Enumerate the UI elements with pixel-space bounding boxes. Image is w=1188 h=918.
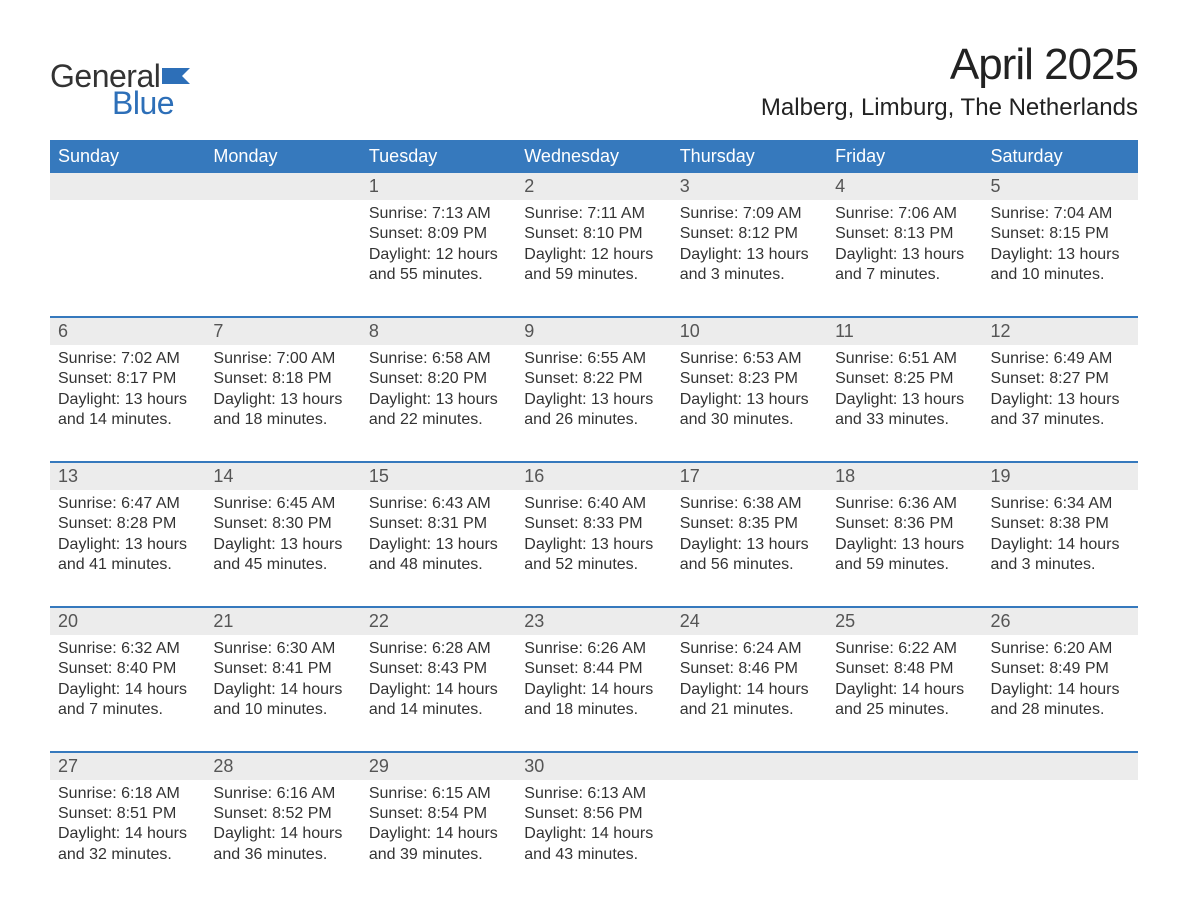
brand-logo: General Blue (50, 58, 196, 122)
day-cell: Sunrise: 6:30 AM Sunset: 8:41 PM Dayligh… (205, 635, 360, 727)
day-cell: Sunrise: 6:49 AM Sunset: 8:27 PM Dayligh… (983, 345, 1138, 437)
day-number-row: 20212223242526 (50, 608, 1138, 635)
day-number (205, 173, 360, 200)
day-number-row: 6789101112 (50, 318, 1138, 345)
day-number-row: 13141516171819 (50, 463, 1138, 490)
dow-thursday: Thursday (672, 140, 827, 173)
calendar: Sunday Monday Tuesday Wednesday Thursday… (50, 140, 1138, 871)
day-body-row: Sunrise: 7:02 AM Sunset: 8:17 PM Dayligh… (50, 345, 1138, 437)
day-number: 26 (983, 608, 1138, 635)
day-cell: Sunrise: 6:20 AM Sunset: 8:49 PM Dayligh… (983, 635, 1138, 727)
day-number: 10 (672, 318, 827, 345)
day-number: 18 (827, 463, 982, 490)
dow-friday: Friday (827, 140, 982, 173)
day-number: 29 (361, 753, 516, 780)
day-cell: Sunrise: 6:32 AM Sunset: 8:40 PM Dayligh… (50, 635, 205, 727)
day-cell: Sunrise: 7:13 AM Sunset: 8:09 PM Dayligh… (361, 200, 516, 292)
day-number: 6 (50, 318, 205, 345)
day-body-row: Sunrise: 6:32 AM Sunset: 8:40 PM Dayligh… (50, 635, 1138, 727)
day-cell: Sunrise: 6:47 AM Sunset: 8:28 PM Dayligh… (50, 490, 205, 582)
day-body-row: Sunrise: 6:18 AM Sunset: 8:51 PM Dayligh… (50, 780, 1138, 872)
day-number: 22 (361, 608, 516, 635)
day-number: 7 (205, 318, 360, 345)
day-cell (205, 200, 360, 292)
day-of-week-header: Sunday Monday Tuesday Wednesday Thursday… (50, 140, 1138, 173)
day-cell: Sunrise: 6:34 AM Sunset: 8:38 PM Dayligh… (983, 490, 1138, 582)
day-cell: Sunrise: 7:11 AM Sunset: 8:10 PM Dayligh… (516, 200, 671, 292)
header: General Blue April 2025 Malberg, Limburg… (50, 40, 1138, 122)
day-number: 12 (983, 318, 1138, 345)
day-cell: Sunrise: 6:58 AM Sunset: 8:20 PM Dayligh… (361, 345, 516, 437)
day-number: 17 (672, 463, 827, 490)
dow-tuesday: Tuesday (361, 140, 516, 173)
day-cell: Sunrise: 6:51 AM Sunset: 8:25 PM Dayligh… (827, 345, 982, 437)
day-number-row: 27282930 (50, 753, 1138, 780)
day-cell: Sunrise: 6:36 AM Sunset: 8:36 PM Dayligh… (827, 490, 982, 582)
location-subtitle: Malberg, Limburg, The Netherlands (761, 94, 1138, 122)
day-cell: Sunrise: 6:15 AM Sunset: 8:54 PM Dayligh… (361, 780, 516, 872)
day-cell (672, 780, 827, 872)
day-cell (827, 780, 982, 872)
page: General Blue April 2025 Malberg, Limburg… (0, 0, 1188, 901)
day-number: 9 (516, 318, 671, 345)
day-number: 8 (361, 318, 516, 345)
day-number: 15 (361, 463, 516, 490)
day-cell: Sunrise: 7:06 AM Sunset: 8:13 PM Dayligh… (827, 200, 982, 292)
day-cell: Sunrise: 6:38 AM Sunset: 8:35 PM Dayligh… (672, 490, 827, 582)
day-number (827, 753, 982, 780)
day-cell: Sunrise: 7:09 AM Sunset: 8:12 PM Dayligh… (672, 200, 827, 292)
brand-word-2: Blue (112, 85, 196, 122)
day-cell: Sunrise: 7:00 AM Sunset: 8:18 PM Dayligh… (205, 345, 360, 437)
day-cell: Sunrise: 6:55 AM Sunset: 8:22 PM Dayligh… (516, 345, 671, 437)
day-cell: Sunrise: 7:02 AM Sunset: 8:17 PM Dayligh… (50, 345, 205, 437)
day-cell: Sunrise: 7:04 AM Sunset: 8:15 PM Dayligh… (983, 200, 1138, 292)
day-number: 16 (516, 463, 671, 490)
day-number: 3 (672, 173, 827, 200)
day-number (672, 753, 827, 780)
day-cell (983, 780, 1138, 872)
dow-sunday: Sunday (50, 140, 205, 173)
day-cell: Sunrise: 6:24 AM Sunset: 8:46 PM Dayligh… (672, 635, 827, 727)
day-number: 28 (205, 753, 360, 780)
month-title: April 2025 (761, 40, 1138, 90)
day-number: 1 (361, 173, 516, 200)
dow-wednesday: Wednesday (516, 140, 671, 173)
day-number: 25 (827, 608, 982, 635)
day-cell: Sunrise: 6:13 AM Sunset: 8:56 PM Dayligh… (516, 780, 671, 872)
day-number: 23 (516, 608, 671, 635)
day-number (50, 173, 205, 200)
day-cell: Sunrise: 6:26 AM Sunset: 8:44 PM Dayligh… (516, 635, 671, 727)
day-cell: Sunrise: 6:45 AM Sunset: 8:30 PM Dayligh… (205, 490, 360, 582)
day-cell: Sunrise: 6:18 AM Sunset: 8:51 PM Dayligh… (50, 780, 205, 872)
day-number: 13 (50, 463, 205, 490)
day-number: 21 (205, 608, 360, 635)
day-number: 14 (205, 463, 360, 490)
day-cell: Sunrise: 6:53 AM Sunset: 8:23 PM Dayligh… (672, 345, 827, 437)
title-block: April 2025 Malberg, Limburg, The Netherl… (761, 40, 1138, 122)
day-cell (50, 200, 205, 292)
day-number: 5 (983, 173, 1138, 200)
day-cell: Sunrise: 6:16 AM Sunset: 8:52 PM Dayligh… (205, 780, 360, 872)
dow-monday: Monday (205, 140, 360, 173)
day-body-row: Sunrise: 7:13 AM Sunset: 8:09 PM Dayligh… (50, 200, 1138, 292)
day-cell: Sunrise: 6:28 AM Sunset: 8:43 PM Dayligh… (361, 635, 516, 727)
day-body-row: Sunrise: 6:47 AM Sunset: 8:28 PM Dayligh… (50, 490, 1138, 582)
dow-saturday: Saturday (983, 140, 1138, 173)
day-number: 24 (672, 608, 827, 635)
day-number: 4 (827, 173, 982, 200)
day-number: 30 (516, 753, 671, 780)
day-cell: Sunrise: 6:40 AM Sunset: 8:33 PM Dayligh… (516, 490, 671, 582)
day-number: 19 (983, 463, 1138, 490)
day-number: 27 (50, 753, 205, 780)
day-number (983, 753, 1138, 780)
day-number: 11 (827, 318, 982, 345)
day-cell: Sunrise: 6:22 AM Sunset: 8:48 PM Dayligh… (827, 635, 982, 727)
day-cell: Sunrise: 6:43 AM Sunset: 8:31 PM Dayligh… (361, 490, 516, 582)
weeks-container: 12345Sunrise: 7:13 AM Sunset: 8:09 PM Da… (50, 173, 1138, 871)
day-number-row: 12345 (50, 173, 1138, 200)
day-number: 20 (50, 608, 205, 635)
day-number: 2 (516, 173, 671, 200)
